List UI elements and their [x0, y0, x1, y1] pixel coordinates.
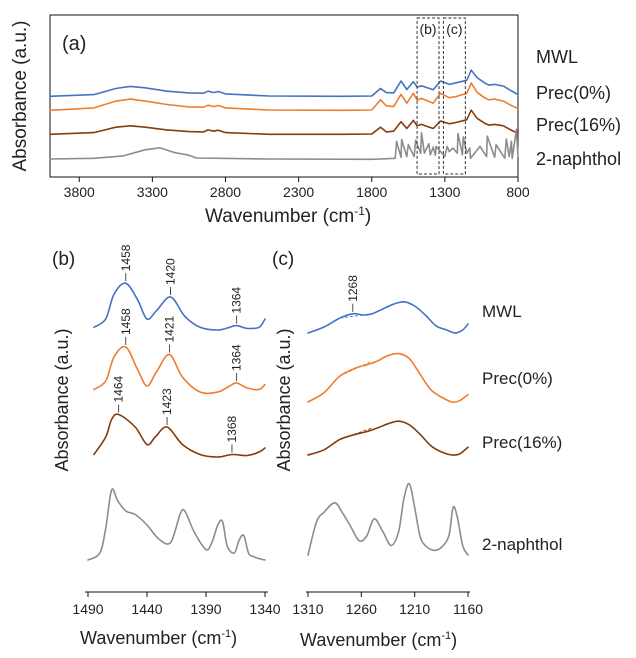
panel-b-label: (b): [52, 249, 75, 270]
panel-b-chart: (b) 1458 1420 1364 1458 1421 1364 1464 1423 1368…: [52, 244, 281, 648]
panel-a-legend: MWL Prec(0%) Prec(16%) 2-naphthol: [536, 47, 621, 169]
panel-b-x-tick-label: 1390: [190, 601, 221, 617]
panel-b-x-axis-title-sup: -1: [221, 628, 231, 640]
panel-c-series-mwl: [307, 300, 469, 334]
panel-a-x-axis-title: Wavenumber (cm-1): [205, 204, 371, 227]
panel-a-chart: (a) (b) (c) 3800 3300 2800 2300 1800 1300 800 W…: [10, 14, 621, 227]
panel-b-x-tick-label: 1490: [72, 601, 103, 617]
panel-a-x-axis-title-sup: -1: [354, 204, 365, 218]
panel-a-legend-mwl: MWL: [536, 47, 578, 67]
panel-c-legend-mwl: MWL: [482, 302, 522, 321]
panel-b-series-group: [87, 282, 266, 561]
panel-b-peak-label: 1368: [225, 415, 239, 442]
panel-a-y-axis-title: Absorbance (a.u.): [10, 20, 31, 171]
panel-c-legend-prec-0: Prec(0%): [482, 369, 553, 388]
panel-c-baseline-prec-16: [339, 427, 373, 440]
panel-b-peak-label: 1458: [119, 244, 133, 271]
panel-b-series-2-naphthol: [87, 488, 266, 561]
panel-c-x-axis-title-sup: -1: [441, 630, 451, 642]
panel-c-x-ticks: 1310 1260 1210 1160: [292, 592, 483, 617]
panel-c-x-tick-label: 1210: [399, 601, 430, 617]
panel-a-zoom-box-label: (c): [446, 21, 462, 37]
panel-a-series-prec-16: [49, 109, 519, 136]
panel-a-x-tick-label: 800: [506, 184, 530, 200]
panel-a-zoom-boxes: (b) (c): [416, 17, 466, 175]
panel-a-legend-prec-16: Prec(16%): [536, 115, 621, 135]
panel-a-zoom-box: [416, 17, 440, 175]
panel-b-peak-annotations: 1458 1420 1364 1458 1421 1364 1464 1423 1368: [112, 244, 244, 453]
panel-c-peak-annotations: 1268: [339, 275, 373, 440]
panel-b-y-axis-title: Absorbance (a.u.): [52, 328, 72, 471]
panel-b-peak-label: 1423: [160, 388, 174, 415]
panel-b-x-tick-label: 1440: [131, 601, 162, 617]
panel-c-series-group: [307, 300, 469, 556]
panel-c-series-prec-16: [307, 420, 469, 456]
panel-b-peak-label: 1464: [112, 375, 126, 402]
panel-b-peak-label: 1420: [164, 258, 178, 285]
panel-b-x-ticks: 1490 1440 1390 1340: [72, 592, 281, 617]
panel-b-peak-label: 1364: [230, 287, 244, 314]
panel-a-zoom-box: [442, 17, 466, 175]
panel-b-peak-label: 1421: [162, 315, 176, 342]
panel-a-series-2-naphthol: [49, 128, 519, 161]
panel-a-series-prec-0: [49, 82, 519, 112]
panel-c-x-tick-label: 1310: [292, 601, 323, 617]
panel-c-legend-prec-16: Prec(16%): [482, 433, 562, 452]
panel-a-legend-2-naphthol: 2-naphthol: [536, 149, 621, 169]
panel-b-x-axis-title: Wavenumber (cm-1): [80, 628, 237, 648]
panel-a-x-ticks: 3800 3300 2800 2300 1800 1300 800: [64, 177, 530, 200]
panel-c-series-prec-0: [307, 352, 469, 404]
panel-c-y-axis-title: Absorbance (a.u.): [274, 328, 294, 471]
panel-c-series-2-naphthol: [307, 482, 469, 556]
panel-c-x-tick-label: 1160: [453, 601, 483, 617]
panel-a-x-tick-label: 3300: [137, 184, 168, 200]
panel-c-x-tick-label: 1260: [346, 601, 377, 617]
panel-a-x-tick-label: 1300: [429, 184, 460, 200]
panel-b-peak-label: 1458: [119, 308, 133, 335]
panel-a-x-tick-label: 2300: [283, 184, 314, 200]
panel-b-x-tick-label: 1340: [249, 601, 280, 617]
panel-a-x-tick-label: 1800: [356, 184, 387, 200]
panel-c-chart: (c) 1268 1310 1260 1210 1160 Wavenumber (cm…: [272, 249, 562, 650]
panel-b-series-mwl: [93, 282, 266, 331]
panel-c-legend: MWL Prec(0%) Prec(16%) 2-naphthol: [482, 302, 562, 554]
panel-c-legend-2-naphthol: 2-naphthol: [482, 535, 562, 554]
panel-c-baseline-prec-0: [339, 360, 373, 377]
panel-b-peak-label: 1364: [230, 344, 244, 371]
panel-c-label: (c): [272, 249, 294, 270]
panel-b-series-prec-0: [93, 345, 266, 395]
panel-c-x-axis-title: Wavenumber (cm-1): [300, 630, 457, 650]
panel-a-series-group: [49, 69, 519, 161]
panel-a-legend-prec-0: Prec(0%): [536, 83, 611, 103]
panel-c-peak-label: 1268: [346, 275, 360, 302]
panel-c-baseline-mwl: [339, 313, 373, 319]
panel-a-series-mwl: [49, 69, 519, 98]
panel-b-series-prec-16: [93, 413, 266, 458]
panel-a-label: (a): [62, 33, 86, 55]
panel-a-x-tick-label: 2800: [210, 184, 241, 200]
panel-a-x-tick-label: 3800: [64, 184, 95, 200]
panel-a-zoom-box-label: (b): [419, 21, 436, 37]
